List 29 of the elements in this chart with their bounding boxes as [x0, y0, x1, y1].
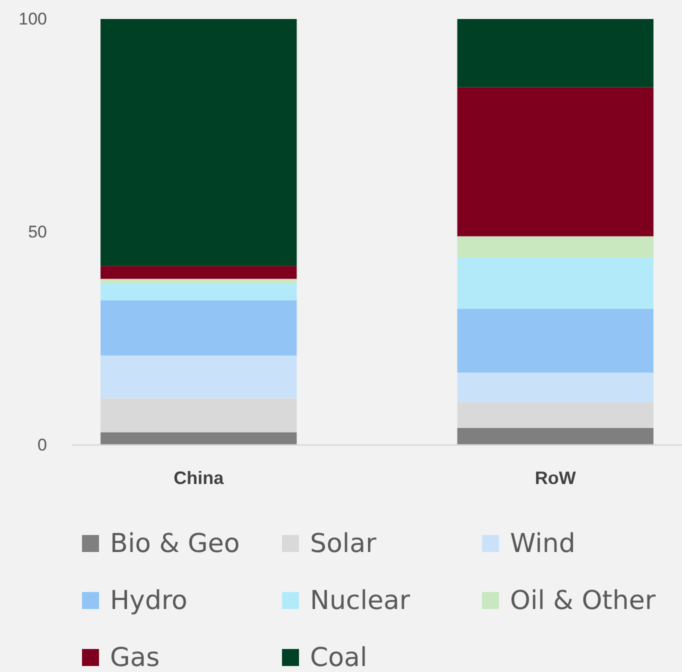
- y-tick-label: 50: [28, 222, 47, 242]
- bar: [100, 432, 297, 445]
- bar: [457, 258, 654, 309]
- y-tick-label: 0: [38, 435, 47, 454]
- legend-label: Gas: [110, 643, 160, 672]
- bar: [457, 428, 654, 445]
- bar: [100, 278, 297, 284]
- bar: [100, 398, 297, 432]
- bar: [457, 236, 654, 258]
- legend-label: Wind: [510, 529, 576, 560]
- legend-label: Bio & Geo: [110, 529, 240, 560]
- legend-label: Coal: [310, 643, 368, 672]
- bar: [457, 308, 654, 373]
- legend-label: Nuclear: [310, 586, 410, 616]
- bar: [457, 19, 654, 88]
- legend-label: Solar: [310, 529, 377, 560]
- x-tick-label: RoW: [534, 468, 576, 488]
- bar: [100, 356, 297, 398]
- x-tick-label: China: [174, 468, 225, 488]
- y-tick-label: 100: [18, 9, 47, 28]
- bar: [100, 283, 297, 300]
- bar: [100, 300, 297, 356]
- bar: [457, 372, 654, 402]
- bar: [100, 19, 297, 266]
- bar: [457, 87, 654, 236]
- bar: [457, 402, 654, 428]
- bar: [100, 266, 297, 279]
- legend-label: Hydro: [110, 586, 188, 616]
- legend-label: Oil & Other: [510, 586, 656, 616]
